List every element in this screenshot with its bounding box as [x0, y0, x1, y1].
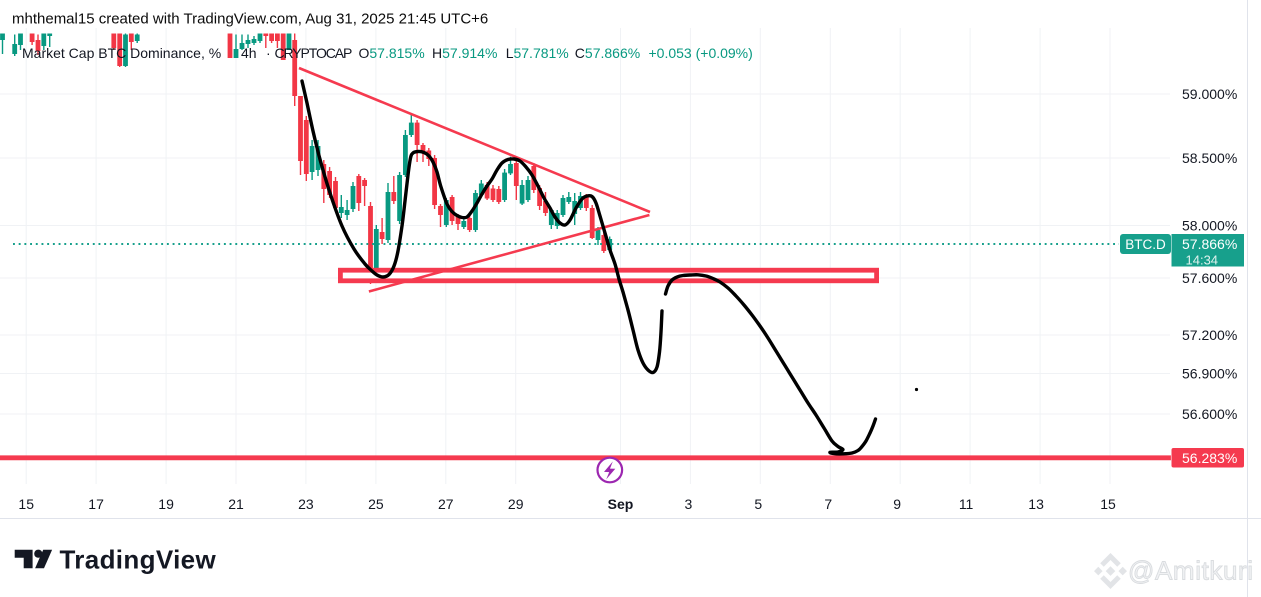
svg-text:17: 17	[88, 496, 104, 512]
svg-text:Sep: Sep	[608, 496, 634, 512]
svg-text:L57.781%: L57.781%	[506, 45, 569, 61]
svg-text:+0.053 (+0.09%): +0.053 (+0.09%)	[649, 45, 753, 61]
svg-text:H57.914%: H57.914%	[432, 45, 497, 61]
svg-text:56.900%: 56.900%	[1182, 366, 1237, 382]
svg-text:25: 25	[368, 496, 384, 512]
svg-text:13: 13	[1028, 496, 1044, 512]
svg-text:19: 19	[158, 496, 174, 512]
svg-text:59.000%: 59.000%	[1182, 86, 1237, 102]
svg-text:14:34: 14:34	[1186, 253, 1219, 268]
svg-text:C57.866%: C57.866%	[575, 45, 640, 61]
svg-text:29: 29	[508, 496, 524, 512]
svg-text:57.600%: 57.600%	[1182, 270, 1237, 286]
svg-text:58.000%: 58.000%	[1182, 218, 1237, 234]
svg-text:15: 15	[1100, 496, 1116, 512]
svg-text:BTC.D: BTC.D	[1125, 237, 1166, 252]
svg-text:CRYPTOCAP: CRYPTOCAP	[275, 45, 352, 61]
svg-text:56.600%: 56.600%	[1182, 406, 1237, 422]
svg-text:15: 15	[18, 496, 34, 512]
svg-text:4h: 4h	[241, 45, 257, 61]
svg-text:5: 5	[754, 496, 762, 512]
svg-text:27: 27	[438, 496, 454, 512]
svg-text:57.866%: 57.866%	[1182, 236, 1237, 252]
svg-text:O57.815%: O57.815%	[359, 45, 425, 61]
svg-text:TradingView: TradingView	[60, 545, 217, 575]
svg-text:@Amitkuri: @Amitkuri	[1128, 556, 1254, 586]
svg-text:·: ·	[266, 45, 271, 61]
svg-text:21: 21	[228, 496, 244, 512]
svg-text:56.283%: 56.283%	[1182, 450, 1237, 466]
svg-text:7: 7	[824, 496, 832, 512]
svg-text:Market Cap BTC Dominance, %: Market Cap BTC Dominance, %	[22, 45, 221, 61]
svg-text:mhthemal15 created with Tradin: mhthemal15 created with TradingView.com,…	[12, 11, 488, 28]
svg-text:58.500%: 58.500%	[1182, 150, 1237, 166]
svg-text:23: 23	[298, 496, 314, 512]
svg-text:11: 11	[959, 496, 974, 512]
svg-text:9: 9	[893, 496, 901, 512]
svg-text:57.200%: 57.200%	[1182, 327, 1237, 343]
svg-text:3: 3	[685, 496, 693, 512]
